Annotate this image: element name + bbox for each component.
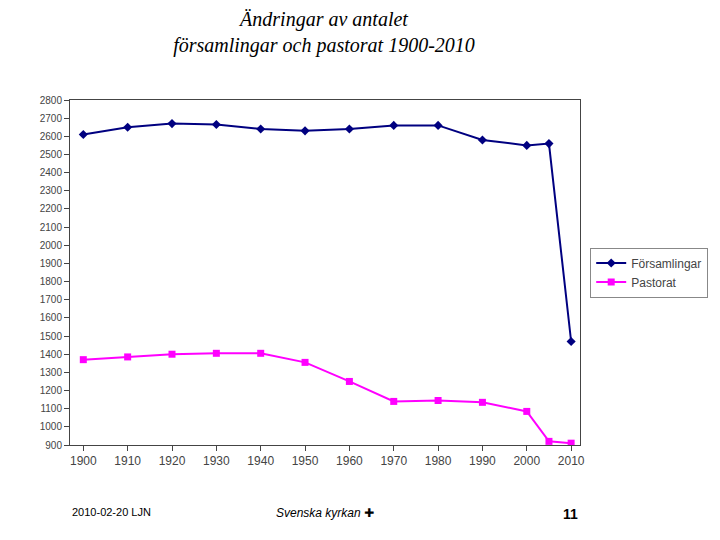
svg-text:1500: 1500 (40, 331, 63, 342)
svg-text:1910: 1910 (114, 454, 141, 468)
svg-text:2300: 2300 (40, 185, 63, 196)
svg-text:1300: 1300 (40, 367, 63, 378)
svg-text:2700: 2700 (40, 113, 63, 124)
svg-text:1990: 1990 (469, 454, 496, 468)
svg-text:1700: 1700 (40, 294, 63, 305)
svg-text:1900: 1900 (40, 258, 63, 269)
svg-text:2010: 2010 (558, 454, 585, 468)
svg-text:2000: 2000 (40, 240, 63, 251)
svg-text:2200: 2200 (40, 203, 63, 214)
svg-text:Svenska kyrkan ✚: Svenska kyrkan ✚ (276, 506, 374, 520)
svg-text:Församlingar: Församlingar (631, 257, 701, 271)
svg-text:1800: 1800 (40, 276, 63, 287)
svg-text:1000: 1000 (40, 421, 63, 432)
svg-text:2100: 2100 (40, 222, 63, 233)
svg-text:2000: 2000 (513, 454, 540, 468)
svg-text:1200: 1200 (40, 385, 63, 396)
svg-text:1950: 1950 (292, 454, 319, 468)
svg-text:1600: 1600 (40, 312, 63, 323)
svg-text:1970: 1970 (380, 454, 407, 468)
svg-text:1940: 1940 (247, 454, 274, 468)
svg-text:2010-02-20 LJN: 2010-02-20 LJN (72, 506, 151, 518)
svg-text:1920: 1920 (159, 454, 186, 468)
svg-text:1930: 1930 (203, 454, 230, 468)
svg-text:2600: 2600 (40, 131, 63, 142)
svg-text:1960: 1960 (336, 454, 363, 468)
svg-text:1900: 1900 (70, 454, 97, 468)
svg-text:1980: 1980 (425, 454, 452, 468)
svg-text:1400: 1400 (40, 349, 63, 360)
svg-text:Ändringar av antaletförsamling: Ändringar av antaletförsamlingar och pas… (173, 8, 475, 57)
svg-text:2400: 2400 (40, 167, 63, 178)
svg-text:Pastorat: Pastorat (631, 276, 676, 290)
svg-text:1100: 1100 (40, 403, 62, 414)
svg-text:900: 900 (45, 440, 62, 451)
svg-text:2500: 2500 (40, 149, 63, 160)
svg-text:2800: 2800 (40, 95, 63, 106)
svg-text:11: 11 (563, 506, 578, 522)
